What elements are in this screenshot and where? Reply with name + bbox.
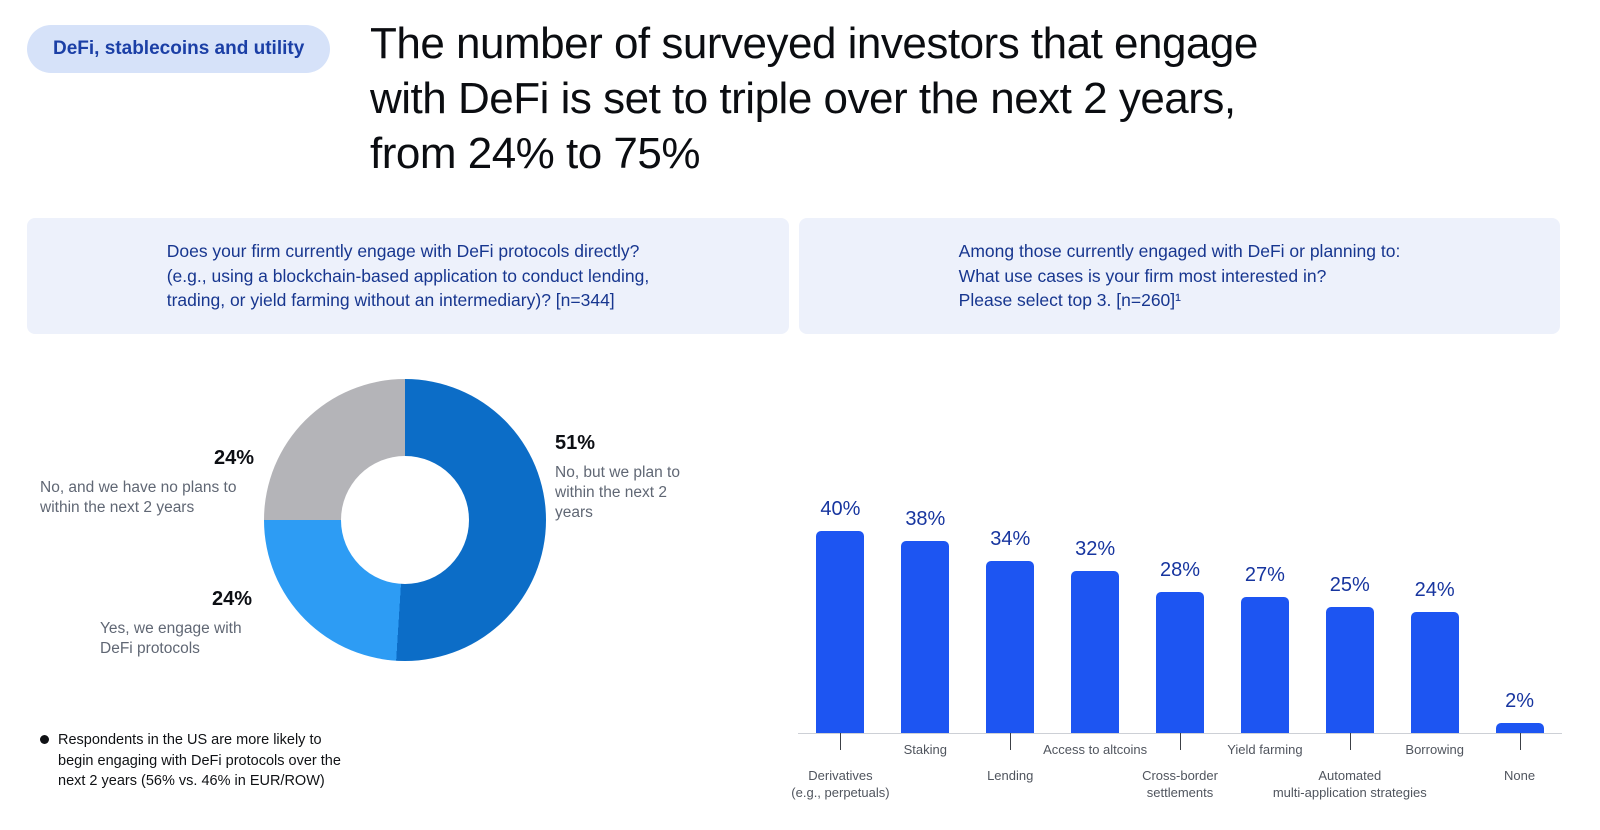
- question-box-donut: Does your firm currently engage with DeF…: [27, 218, 789, 334]
- bar: [1410, 611, 1459, 733]
- question-line: Please select top 3. [n=260]¹: [958, 290, 1181, 311]
- bar-value-label: 24%: [1414, 578, 1455, 601]
- bar-category-label: Access to altcoins: [1043, 742, 1148, 757]
- bar-group: 38% Staking: [883, 480, 968, 757]
- axis-tick: [1180, 733, 1181, 750]
- bar: [1071, 571, 1120, 733]
- bar-group: 27% Yield farming: [1222, 480, 1307, 757]
- bar-value-label: 34%: [990, 528, 1031, 551]
- slice-percent: 51%: [555, 432, 596, 454]
- question-line: Does your firm currently engage with DeF…: [166, 241, 640, 262]
- page-title-line: from 24% to 75%: [370, 129, 700, 178]
- bar-group: 32% Access to altcoins: [1043, 480, 1147, 757]
- axis-tick: [1349, 733, 1351, 750]
- slice-percent: 24%: [211, 588, 252, 610]
- bar-value-label: 2%: [1505, 689, 1535, 712]
- question-line: trading, or yield farming without an int…: [166, 290, 615, 311]
- axis-tick: [1519, 733, 1521, 750]
- slice-description: No, and we have no plans to within the n…: [40, 479, 237, 516]
- bar-value-label: 28%: [1159, 558, 1201, 581]
- bar-category-label: None: [1504, 768, 1536, 783]
- page-title-line: The number of surveyed investors that en…: [370, 19, 1258, 68]
- bar-category-label: Yield farming: [1227, 742, 1303, 757]
- bar: [816, 531, 865, 733]
- footnote: Respondents in the US are more likely to…: [40, 730, 358, 792]
- question-line: (e.g., using a blockchain-based applicat…: [166, 265, 650, 286]
- bar: [901, 541, 950, 733]
- page-title-line: with DeFi is set to triple over the next…: [370, 74, 1236, 123]
- bar-category-label: Cross-border settlements: [1142, 768, 1218, 800]
- bar-value-label: 40%: [820, 498, 861, 520]
- question-text-donut: Does your firm currently engage with DeF…: [167, 239, 650, 313]
- bar-value-label: 27%: [1244, 563, 1285, 586]
- bar-group: 40% Derivatives (e.g., perpetuals): [791, 480, 889, 800]
- bar-chart-cells: 40% Derivatives (e.g., perpetuals) 38% Stak…: [791, 480, 1562, 800]
- bar-value-label: 32%: [1075, 538, 1116, 561]
- bar-group: 28% Cross-border settlements: [1138, 480, 1223, 800]
- donut-label-no-but-plan: 51% No, but we plan to within the next 2…: [555, 432, 705, 523]
- bar-group: 25% Automated multi-application strategie…: [1273, 480, 1427, 800]
- axis-tick: [1010, 733, 1012, 750]
- bar-category-label: Automated multi-application strategies: [1272, 768, 1427, 800]
- bar-group: 2% None: [1477, 480, 1562, 783]
- bar-category-label: Borrowing: [1405, 742, 1464, 757]
- bar-category-label: Lending: [987, 768, 1034, 783]
- bar-group: 24% Borrowing: [1392, 480, 1477, 757]
- bar: [1156, 591, 1204, 733]
- bar: [1240, 596, 1289, 733]
- donut-label-no-plans: 24% No, and we have no plans to within t…: [40, 447, 254, 518]
- bar-value-label: 38%: [905, 508, 946, 531]
- bar-category-label: Derivatives (e.g., perpetuals): [791, 768, 890, 800]
- section-badge: DeFi, stablecoins and utility: [27, 25, 331, 73]
- section-badge-label: DeFi, stablecoins and utility: [53, 38, 305, 59]
- donut-label-yes-engage: 24% Yes, we engage with DeFi protocols: [100, 588, 252, 659]
- bar-chart: 40% Derivatives (e.g., perpetuals) 38% Stak…: [791, 480, 1562, 800]
- donut-chart: [264, 379, 546, 661]
- bar: [1325, 606, 1374, 733]
- bar: [986, 561, 1035, 733]
- question-line: What use cases is your firm most interes…: [958, 265, 1327, 286]
- bar-group: 34% Lending: [968, 480, 1053, 783]
- bar: [1495, 722, 1544, 733]
- bullet-icon: [40, 735, 49, 744]
- question-text-bars: Among those currently engaged with DeFi …: [959, 239, 1401, 313]
- axis-tick: [840, 733, 842, 750]
- slice-description: No, but we plan to within the next 2 yea…: [555, 464, 680, 521]
- slice-percent: 24%: [213, 447, 254, 469]
- footnote-text: Respondents in the US are more likely to…: [58, 732, 341, 789]
- question-box-bars: Among those currently engaged with DeFi …: [799, 218, 1560, 334]
- bar-value-label: 25%: [1329, 573, 1370, 596]
- page-title: The number of surveyed investors that en…: [370, 16, 1258, 181]
- slice-description: Yes, we engage with DeFi protocols: [100, 620, 242, 657]
- donut-hole: [341, 456, 469, 584]
- question-line: Among those currently engaged with DeFi …: [958, 241, 1401, 262]
- bar-category-label: Staking: [903, 742, 948, 757]
